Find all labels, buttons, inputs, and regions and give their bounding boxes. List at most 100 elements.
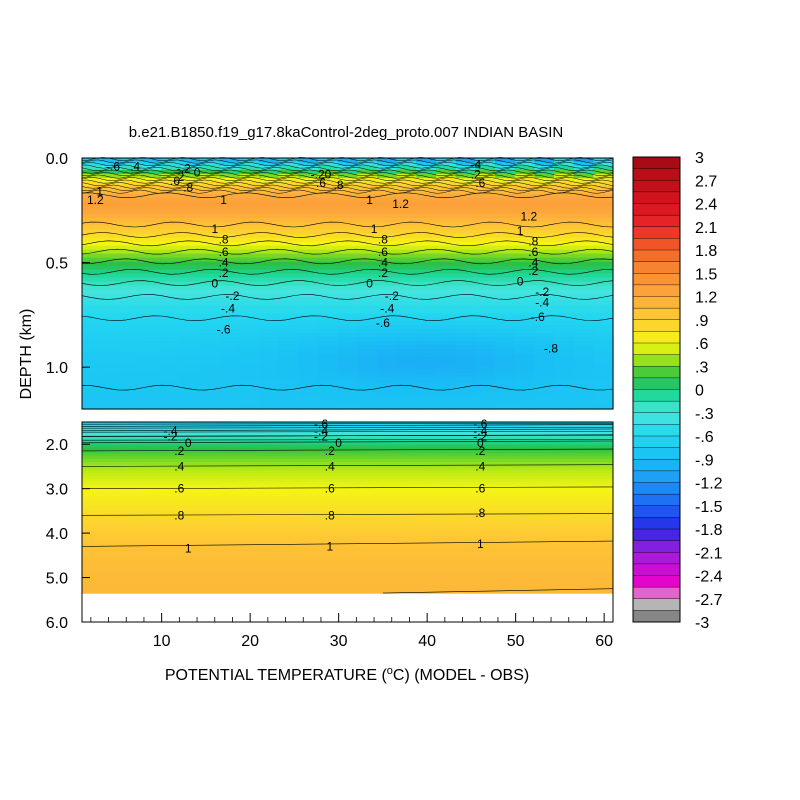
upper-contour-label: .8 bbox=[183, 180, 193, 194]
colorbar-label: -.9 bbox=[695, 452, 714, 469]
y-axis-label: DEPTH (km) bbox=[18, 309, 35, 400]
upper-panel-contours bbox=[81, 157, 614, 391]
lower-contour-label: 0 bbox=[335, 436, 342, 450]
lower-panel-contours bbox=[81, 423, 614, 594]
colorbar-swatch bbox=[632, 586, 681, 600]
upper-contour-label: .6 bbox=[316, 176, 326, 190]
upper-contour-label: 1 bbox=[96, 185, 103, 199]
lower-panel-frame bbox=[81, 421, 614, 623]
colorbar-swatch bbox=[632, 261, 681, 274]
upper-contour-label: 1 bbox=[366, 193, 373, 207]
lower-contour-label: -.6 bbox=[314, 417, 328, 431]
colorbar-swatch bbox=[632, 540, 681, 553]
upper-contour-label: .6 bbox=[475, 176, 485, 190]
upper-contour-label: -.6 bbox=[376, 316, 390, 330]
colorbar-swatch bbox=[632, 435, 681, 449]
lower-contour-label: .6 bbox=[174, 482, 184, 496]
colorbar-swatch bbox=[632, 238, 681, 251]
lower-contour-label: .2 bbox=[475, 444, 485, 458]
upper-contour-label: -4 bbox=[470, 157, 481, 171]
colorbar-swatch bbox=[632, 610, 681, 623]
upper-contour-label: 1.2 bbox=[392, 197, 409, 211]
upper-contour-label: -.4 bbox=[380, 302, 394, 316]
colorbar-swatch bbox=[632, 319, 681, 332]
x-tick-label: 10 bbox=[153, 633, 171, 650]
upper-contour-label: -.2 bbox=[177, 162, 191, 176]
colorbar-swatch bbox=[632, 563, 681, 577]
lower-contour-label: .8 bbox=[174, 508, 184, 522]
lower-contour-label: 0 bbox=[477, 436, 484, 450]
colorbar-label: -1.5 bbox=[695, 499, 723, 516]
colorbar-swatch bbox=[632, 366, 681, 379]
colorbar-swatch bbox=[632, 191, 681, 205]
upper-contour-label: -.2 bbox=[385, 289, 399, 303]
upper-contour-label: .6 bbox=[170, 174, 180, 188]
x-axis-label: POTENTIAL TEMPERATURE (oC) (MODEL - OBS) bbox=[165, 665, 529, 684]
colorbar-swatch bbox=[632, 493, 681, 507]
upper-contour-label: .4 bbox=[378, 256, 388, 270]
y-lower-tick-label: 6.0 bbox=[46, 615, 68, 632]
upper-contour-label: 0 bbox=[194, 166, 201, 180]
upper-contour-label: .4 bbox=[219, 256, 229, 270]
colorbar-label: -3 bbox=[695, 615, 709, 632]
colorbar: 3 2.7 2.4 2.1 1.8 1.5 1.2 .9 .6 .3 0 -.3 -.6 -.9 -1.2 -… bbox=[632, 150, 723, 632]
lower-contour-label: -.2 bbox=[314, 430, 328, 444]
lower-contour-label: 1 bbox=[477, 537, 484, 551]
upper-contour-label: 0 bbox=[211, 277, 218, 291]
y-upper-tick-label: 0.5 bbox=[46, 256, 68, 273]
colorbar-label: .3 bbox=[695, 359, 708, 376]
colorbar-swatch bbox=[632, 354, 681, 367]
colorbar-label: 2.1 bbox=[695, 220, 717, 237]
colorbar-label: -2.4 bbox=[695, 569, 723, 586]
upper-contour-label: -.4 bbox=[535, 295, 549, 309]
colorbar-swatch bbox=[632, 470, 681, 484]
colorbar-label: -1.2 bbox=[695, 476, 723, 493]
colorbar-label: 3 bbox=[695, 150, 704, 167]
colorbar-swatch bbox=[632, 342, 681, 356]
upper-contour-label: 1 bbox=[220, 193, 227, 207]
upper-contour-label: 0 bbox=[517, 274, 524, 288]
upper-contour-label: -.6 bbox=[106, 159, 120, 173]
upper-contour-label: -.4 bbox=[221, 302, 235, 316]
x-tick-label: 40 bbox=[418, 633, 436, 650]
colorbar-swatch bbox=[632, 203, 681, 216]
upper-contour-label: 1.2 bbox=[521, 210, 538, 224]
lower-contour-label: .8 bbox=[475, 506, 485, 520]
lower-contour-label: -.4 bbox=[163, 424, 177, 438]
upper-contour-label: 1.2 bbox=[87, 193, 104, 207]
lower-contour-label: .4 bbox=[174, 459, 184, 473]
y-lower-tick-label: 4.0 bbox=[46, 526, 68, 543]
colorbar-frame bbox=[632, 156, 681, 623]
x-tick-label: 30 bbox=[330, 633, 348, 650]
contour-labels: -.6.4 -.2.2 0.6.811.2 1-.20.6.81 1.2-4.2.61.… bbox=[87, 157, 558, 555]
y-lower-tick-label: 2.0 bbox=[46, 437, 68, 454]
colorbar-swatch bbox=[632, 598, 681, 611]
lower-contour-label: .4 bbox=[325, 459, 335, 473]
upper-contour-label: -.6 bbox=[531, 310, 545, 324]
lower-contour-label: -.6 bbox=[473, 417, 487, 431]
chart-title: b.e21.B1850.f19_g17.8kaControl-2deg_prot… bbox=[129, 124, 563, 141]
lower-contour-label: .4 bbox=[475, 459, 485, 473]
colorbar-swatch bbox=[632, 180, 681, 193]
x-tick-label: 60 bbox=[595, 633, 613, 650]
lower-contour-label: 0 bbox=[185, 436, 192, 450]
colorbar-label: 1.5 bbox=[695, 266, 717, 283]
colorbar-swatch bbox=[632, 400, 681, 414]
colorbar-swatch bbox=[632, 482, 681, 495]
upper-contour-label: -.6 bbox=[217, 323, 231, 337]
colorbar-swatch bbox=[632, 389, 681, 402]
upper-contour-label: .4 bbox=[528, 256, 538, 270]
y-lower-tick-label: 3.0 bbox=[46, 482, 68, 499]
colorbar-label: -1.8 bbox=[695, 522, 723, 539]
lower-contour-label: .2 bbox=[325, 444, 335, 458]
lower-contour-label: -.2 bbox=[473, 430, 487, 444]
colorbar-swatch bbox=[632, 331, 681, 344]
colorbar-swatch bbox=[632, 505, 681, 518]
axes: 10 20 30 40 50 600.00.51.02.03.04.05.06.0 bbox=[46, 151, 613, 650]
upper-contour-label: .2 bbox=[174, 170, 184, 184]
colorbar-label: .9 bbox=[695, 313, 708, 330]
colorbar-label: 1.2 bbox=[695, 290, 717, 307]
lower-contour-label: .6 bbox=[475, 482, 485, 496]
upper-panel-frame bbox=[81, 157, 614, 410]
